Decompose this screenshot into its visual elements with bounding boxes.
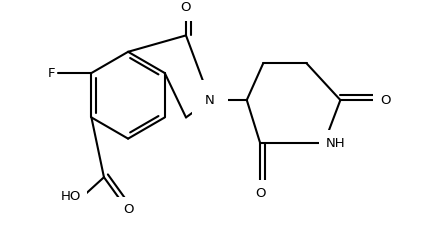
Text: NH: NH <box>326 137 345 150</box>
Text: O: O <box>380 93 391 107</box>
Text: HO: HO <box>60 190 81 203</box>
Text: O: O <box>123 203 134 216</box>
Text: O: O <box>181 1 191 14</box>
Text: N: N <box>205 93 215 107</box>
Text: F: F <box>48 66 56 80</box>
Text: O: O <box>255 187 265 200</box>
